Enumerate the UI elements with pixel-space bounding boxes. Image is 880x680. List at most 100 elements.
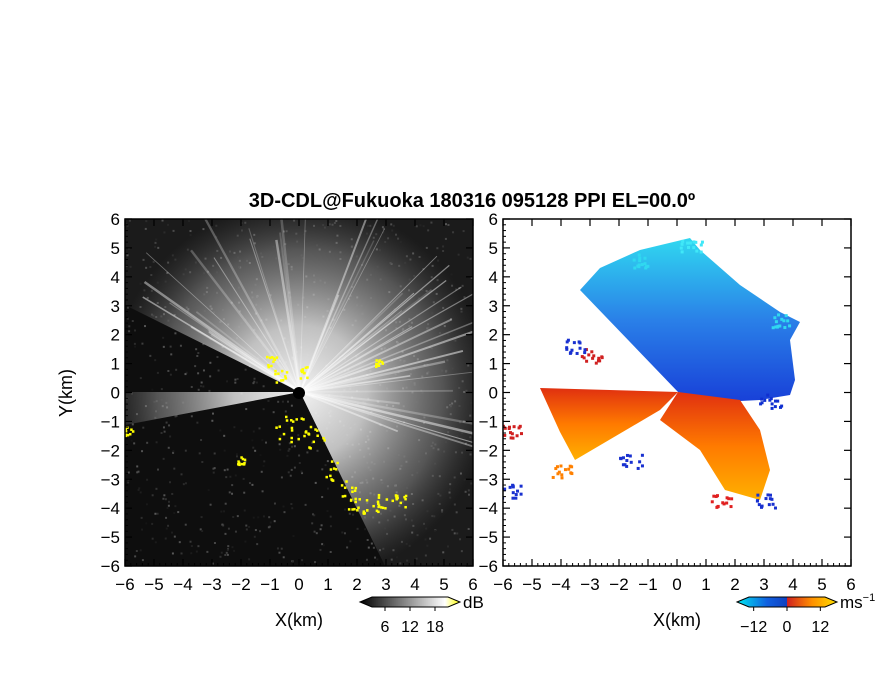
velocity-speckle-pixel [557, 470, 561, 474]
velocity-colorbar-tick-label: 12 [811, 619, 829, 636]
snr-y-tick-label: −3 [101, 470, 120, 489]
snr-noise-pixel [141, 450, 144, 453]
snr-noise-pixel [180, 473, 183, 476]
snr-noise-pixel [273, 520, 276, 523]
snr-colorbar-ticks: 6 12 18 [381, 607, 444, 636]
velocity-speckle-pixel [692, 246, 696, 250]
snr-streak [299, 389, 453, 393]
snr-noise-pixel [356, 527, 359, 530]
snr-noise-pixel [224, 502, 227, 505]
snr-streak [299, 292, 415, 393]
velocity-x-tick-label: 2 [730, 575, 739, 594]
snr-noise-pixel [223, 510, 226, 513]
snr-saturated-pixel [356, 509, 359, 512]
snr-saturated-pixel [351, 508, 354, 511]
snr-noise-pixel [166, 506, 169, 509]
snr-noise-pixel [162, 457, 165, 460]
snr-noise-pixel [329, 515, 332, 518]
velocity-speckle-pixel [784, 314, 788, 318]
snr-noise-pixel [196, 421, 199, 424]
velocity-speckle-pixel [725, 496, 729, 500]
velocity-speckle-pixel [585, 359, 589, 363]
snr-saturated-pixel [267, 365, 270, 369]
velocity-speckle-pixel [714, 495, 718, 499]
snr-saturated-pixel [307, 432, 310, 435]
snr-streak [248, 228, 301, 393]
snr-noise-pixel [171, 531, 174, 534]
snr-noise-pixel [178, 541, 181, 544]
snr-noise-pixel [251, 483, 254, 486]
snr-noise-pixel [149, 354, 152, 357]
snr-streak [299, 255, 438, 393]
snr-streak [169, 302, 301, 393]
snr-noise-pixel [292, 535, 295, 538]
velocity-speckle-pixel [725, 501, 729, 505]
snr-noise-pixel [253, 377, 256, 380]
snr-noise-pixel [290, 503, 293, 506]
snr-noise-pixel [162, 497, 165, 500]
velocity-speckle-pixel [554, 467, 558, 471]
snr-streak [145, 252, 301, 393]
snr-saturated-pixel [278, 425, 282, 428]
snr-saturated-pixel [290, 440, 293, 444]
snr-noise-pixel [134, 345, 137, 348]
snr-noise-pixel [131, 320, 134, 323]
snr-noise-pixel [234, 474, 237, 477]
velocity-speckle-pixel [776, 324, 780, 328]
snr-noise-pixel [139, 377, 142, 380]
snr-streak [299, 375, 411, 393]
snr-noise-pixel [223, 449, 226, 452]
velocity-speckle-pixel [773, 399, 777, 403]
velocity-speckle-pixel [692, 240, 696, 244]
snr-saturated-pixel [290, 419, 293, 422]
snr-saturated-pixel [240, 456, 243, 459]
velocity-unit-base: ms [840, 593, 863, 612]
velocity-speckle-pixel [712, 494, 716, 498]
snr-noise-pixel [201, 530, 204, 533]
snr-y-tick-label: −2 [101, 441, 120, 460]
snr-noise-pixel [319, 548, 322, 551]
snr-noise-pixel [244, 540, 247, 543]
velocity-speckle-pixel [587, 353, 591, 357]
velocity-speckle-pixel [512, 425, 516, 429]
velocity-speckle-pixel [681, 239, 685, 243]
velocity-speckle-pixel [578, 346, 582, 350]
snr-noise-pixel [344, 508, 347, 511]
velocity-x-tick-label: −4 [551, 575, 570, 594]
velocity-speckle-pixel [773, 405, 777, 409]
snr-saturated-pixel [345, 480, 348, 483]
snr-noise-pixel [252, 382, 255, 385]
snr-saturated-pixel [399, 501, 403, 505]
snr-noise-pixel [233, 426, 236, 429]
snr-y-tick-label: −6 [101, 557, 120, 576]
snr-noise-pixel [224, 553, 227, 556]
snr-saturated-pixel [404, 505, 407, 509]
snr-noise-pixel [157, 468, 160, 471]
velocity-speckle-pixel [638, 256, 642, 260]
snr-saturated-pixel [282, 432, 286, 436]
snr-x-tick-label: −3 [202, 575, 221, 594]
snr-saturated-pixel [290, 426, 294, 430]
snr-noise-pixel [172, 451, 175, 454]
snr-noise-pixel [248, 525, 251, 528]
snr-noise-pixel [300, 470, 303, 473]
snr-x-tick-label: 3 [381, 575, 390, 594]
snr-saturated-pixel [362, 510, 366, 513]
velocity-speckle-pixel [694, 240, 698, 244]
snr-noise-pixel [374, 556, 377, 559]
snr-noise-pixel [169, 345, 172, 348]
snr-streak [299, 219, 368, 393]
snr-noise-pixel [231, 492, 234, 495]
velocity-speckle-pixel [511, 483, 515, 487]
snr-noise-pixel [162, 345, 165, 348]
velocity-speckle-pixel [778, 324, 782, 328]
snr-saturated-pixel [314, 428, 317, 431]
snr-noise-pixel [167, 504, 170, 507]
snr-noise-pixel [146, 441, 149, 444]
snr-y-tick-label: 6 [111, 210, 120, 229]
snr-noise-pixel [240, 429, 243, 432]
snr-noise-pixel [168, 424, 171, 427]
velocity-x-tick-label: 1 [701, 575, 710, 594]
velocity-speckle-pixel [688, 241, 692, 245]
snr-colorbar-tick-label: 18 [426, 619, 444, 636]
